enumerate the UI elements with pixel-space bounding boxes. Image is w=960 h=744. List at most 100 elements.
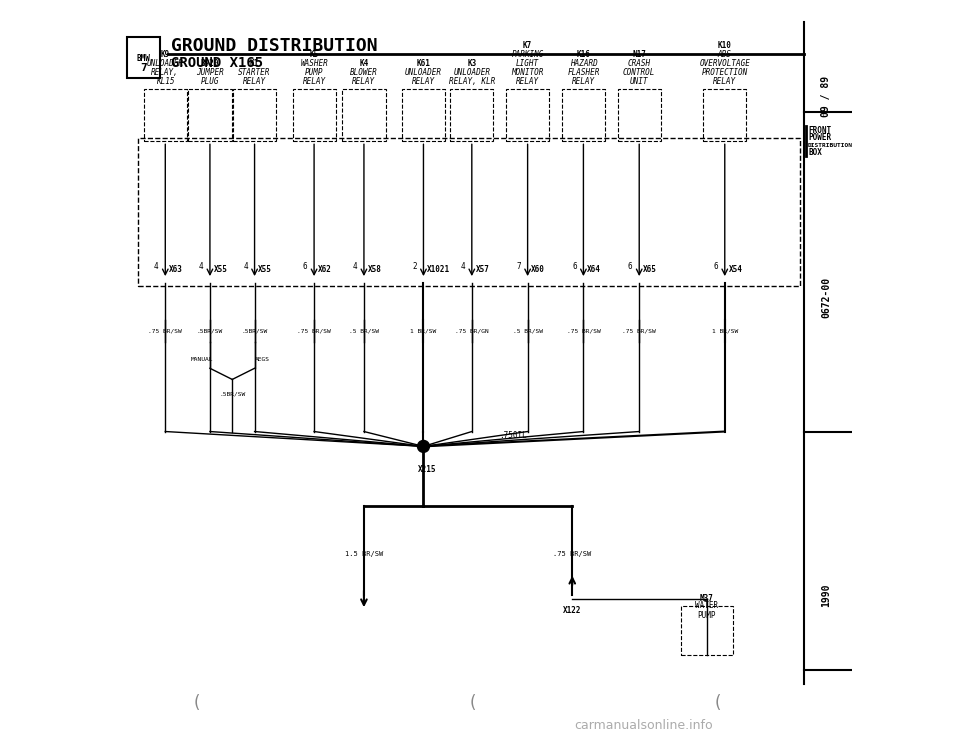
Text: ABS: ABS <box>718 50 732 59</box>
Text: K1: K1 <box>250 59 259 68</box>
Text: 6: 6 <box>572 262 577 271</box>
Text: RELAY: RELAY <box>243 77 266 86</box>
Text: 4: 4 <box>461 262 466 271</box>
Text: 7: 7 <box>516 262 521 271</box>
Text: CONTROL: CONTROL <box>623 68 656 77</box>
Text: MANUAL: MANUAL <box>191 357 214 362</box>
Text: (: ( <box>469 694 476 712</box>
Text: HAZARD: HAZARD <box>569 59 597 68</box>
Text: BMW: BMW <box>136 54 151 62</box>
Text: RELAY, KLR: RELAY, KLR <box>448 77 495 86</box>
Text: X63: X63 <box>169 265 183 274</box>
Text: X62: X62 <box>318 265 332 274</box>
Text: PARKING: PARKING <box>512 50 543 59</box>
Text: AEGS: AEGS <box>254 357 270 362</box>
Text: PROTECTION: PROTECTION <box>702 68 748 77</box>
Text: .5BR/SW: .5BR/SW <box>197 329 223 333</box>
Text: X58: X58 <box>368 265 381 274</box>
Text: .750IL: .750IL <box>499 431 527 440</box>
Text: X64: X64 <box>588 265 601 274</box>
Text: 4: 4 <box>199 262 204 271</box>
Text: RELAY: RELAY <box>572 77 595 86</box>
Text: (: ( <box>194 694 201 712</box>
Text: 09 / 89: 09 / 89 <box>821 76 831 118</box>
Text: PUMP: PUMP <box>698 611 716 620</box>
Text: K7: K7 <box>523 41 532 50</box>
Text: MONITOR: MONITOR <box>512 68 543 77</box>
Text: K61: K61 <box>417 59 430 68</box>
Text: .75 BR/SW: .75 BR/SW <box>553 551 591 557</box>
Text: 4: 4 <box>243 262 248 271</box>
Text: LIGHT: LIGHT <box>516 59 540 68</box>
Text: K10: K10 <box>718 41 732 50</box>
Text: .75 BR/SW: .75 BR/SW <box>622 329 656 333</box>
Text: X55: X55 <box>214 265 228 274</box>
Text: GROUND DISTRIBUTION: GROUND DISTRIBUTION <box>171 37 378 55</box>
Text: X54: X54 <box>729 265 742 274</box>
Text: STARTER: STARTER <box>238 68 271 77</box>
Text: RELAY,: RELAY, <box>152 68 180 77</box>
Text: carmanualsonline.info: carmanualsonline.info <box>574 719 713 732</box>
Text: X55: X55 <box>258 265 273 274</box>
Text: GROUND X165: GROUND X165 <box>171 57 263 70</box>
Text: CRASH: CRASH <box>628 59 651 68</box>
Text: JUMPER: JUMPER <box>196 68 224 77</box>
Text: 0672-00: 0672-00 <box>821 277 831 318</box>
Text: WATER: WATER <box>695 601 718 610</box>
Text: 4: 4 <box>154 262 158 271</box>
Text: UNIT: UNIT <box>630 77 648 86</box>
Text: K16: K16 <box>576 50 590 59</box>
Text: RELAY: RELAY <box>352 77 375 86</box>
Text: .5 BR/SW: .5 BR/SW <box>513 329 542 333</box>
FancyBboxPatch shape <box>127 37 160 78</box>
Text: RELAY: RELAY <box>713 77 736 86</box>
Text: .75 BR/SW: .75 BR/SW <box>566 329 600 333</box>
Text: X122: X122 <box>563 606 582 615</box>
Text: .75 BR/GN: .75 BR/GN <box>455 329 489 333</box>
Text: K9: K9 <box>160 50 170 59</box>
Text: X215: X215 <box>418 465 437 474</box>
Text: FRONT: FRONT <box>808 126 831 135</box>
Text: X1021: X1021 <box>427 265 450 274</box>
Text: 1 BR/SW: 1 BR/SW <box>410 329 437 333</box>
Text: .5BR/SW: .5BR/SW <box>219 392 246 397</box>
Text: K5: K5 <box>309 50 319 59</box>
Text: 6: 6 <box>628 262 633 271</box>
Text: UNLOADER: UNLOADER <box>453 68 491 77</box>
Circle shape <box>418 440 429 452</box>
Text: UNLOADER: UNLOADER <box>405 68 442 77</box>
Text: 1 BR/SW: 1 BR/SW <box>711 329 738 333</box>
Text: PLUG: PLUG <box>201 77 219 86</box>
Text: UNLOADER: UNLOADER <box>147 59 183 68</box>
Text: OVERVOLTAGE: OVERVOLTAGE <box>699 59 750 68</box>
Text: FLASHER: FLASHER <box>567 68 600 77</box>
Text: BLOWER: BLOWER <box>350 68 378 77</box>
Text: X60: X60 <box>531 265 545 274</box>
Text: 6: 6 <box>713 262 718 271</box>
Text: B920: B920 <box>201 59 219 68</box>
Text: BOX: BOX <box>808 148 822 157</box>
Text: .75 BR/SW: .75 BR/SW <box>298 329 331 333</box>
Text: (: ( <box>715 694 721 712</box>
Text: 6: 6 <box>302 262 307 271</box>
Text: X65: X65 <box>643 265 657 274</box>
Text: WASHER: WASHER <box>300 59 328 68</box>
Text: 7: 7 <box>140 63 147 74</box>
Text: 4: 4 <box>352 262 357 271</box>
Text: 1.5 BR/SW: 1.5 BR/SW <box>345 551 383 557</box>
Text: DISTRIBUTION: DISTRIBUTION <box>808 143 853 147</box>
Text: .75 BR/SW: .75 BR/SW <box>149 329 182 333</box>
Text: RELAY: RELAY <box>302 77 325 86</box>
Text: KL15: KL15 <box>156 77 175 86</box>
Text: .5BR/SW: .5BR/SW <box>242 329 268 333</box>
Text: .5 BR/SW: .5 BR/SW <box>348 329 379 333</box>
Text: K3: K3 <box>468 59 476 68</box>
Text: PUMP: PUMP <box>305 68 324 77</box>
Text: RELAY: RELAY <box>412 77 435 86</box>
Text: POWER: POWER <box>808 133 831 142</box>
Text: N17: N17 <box>633 50 646 59</box>
Text: 1990: 1990 <box>821 583 831 607</box>
Text: X57: X57 <box>475 265 490 274</box>
Text: 2: 2 <box>412 262 417 271</box>
Text: RELAY: RELAY <box>516 77 540 86</box>
